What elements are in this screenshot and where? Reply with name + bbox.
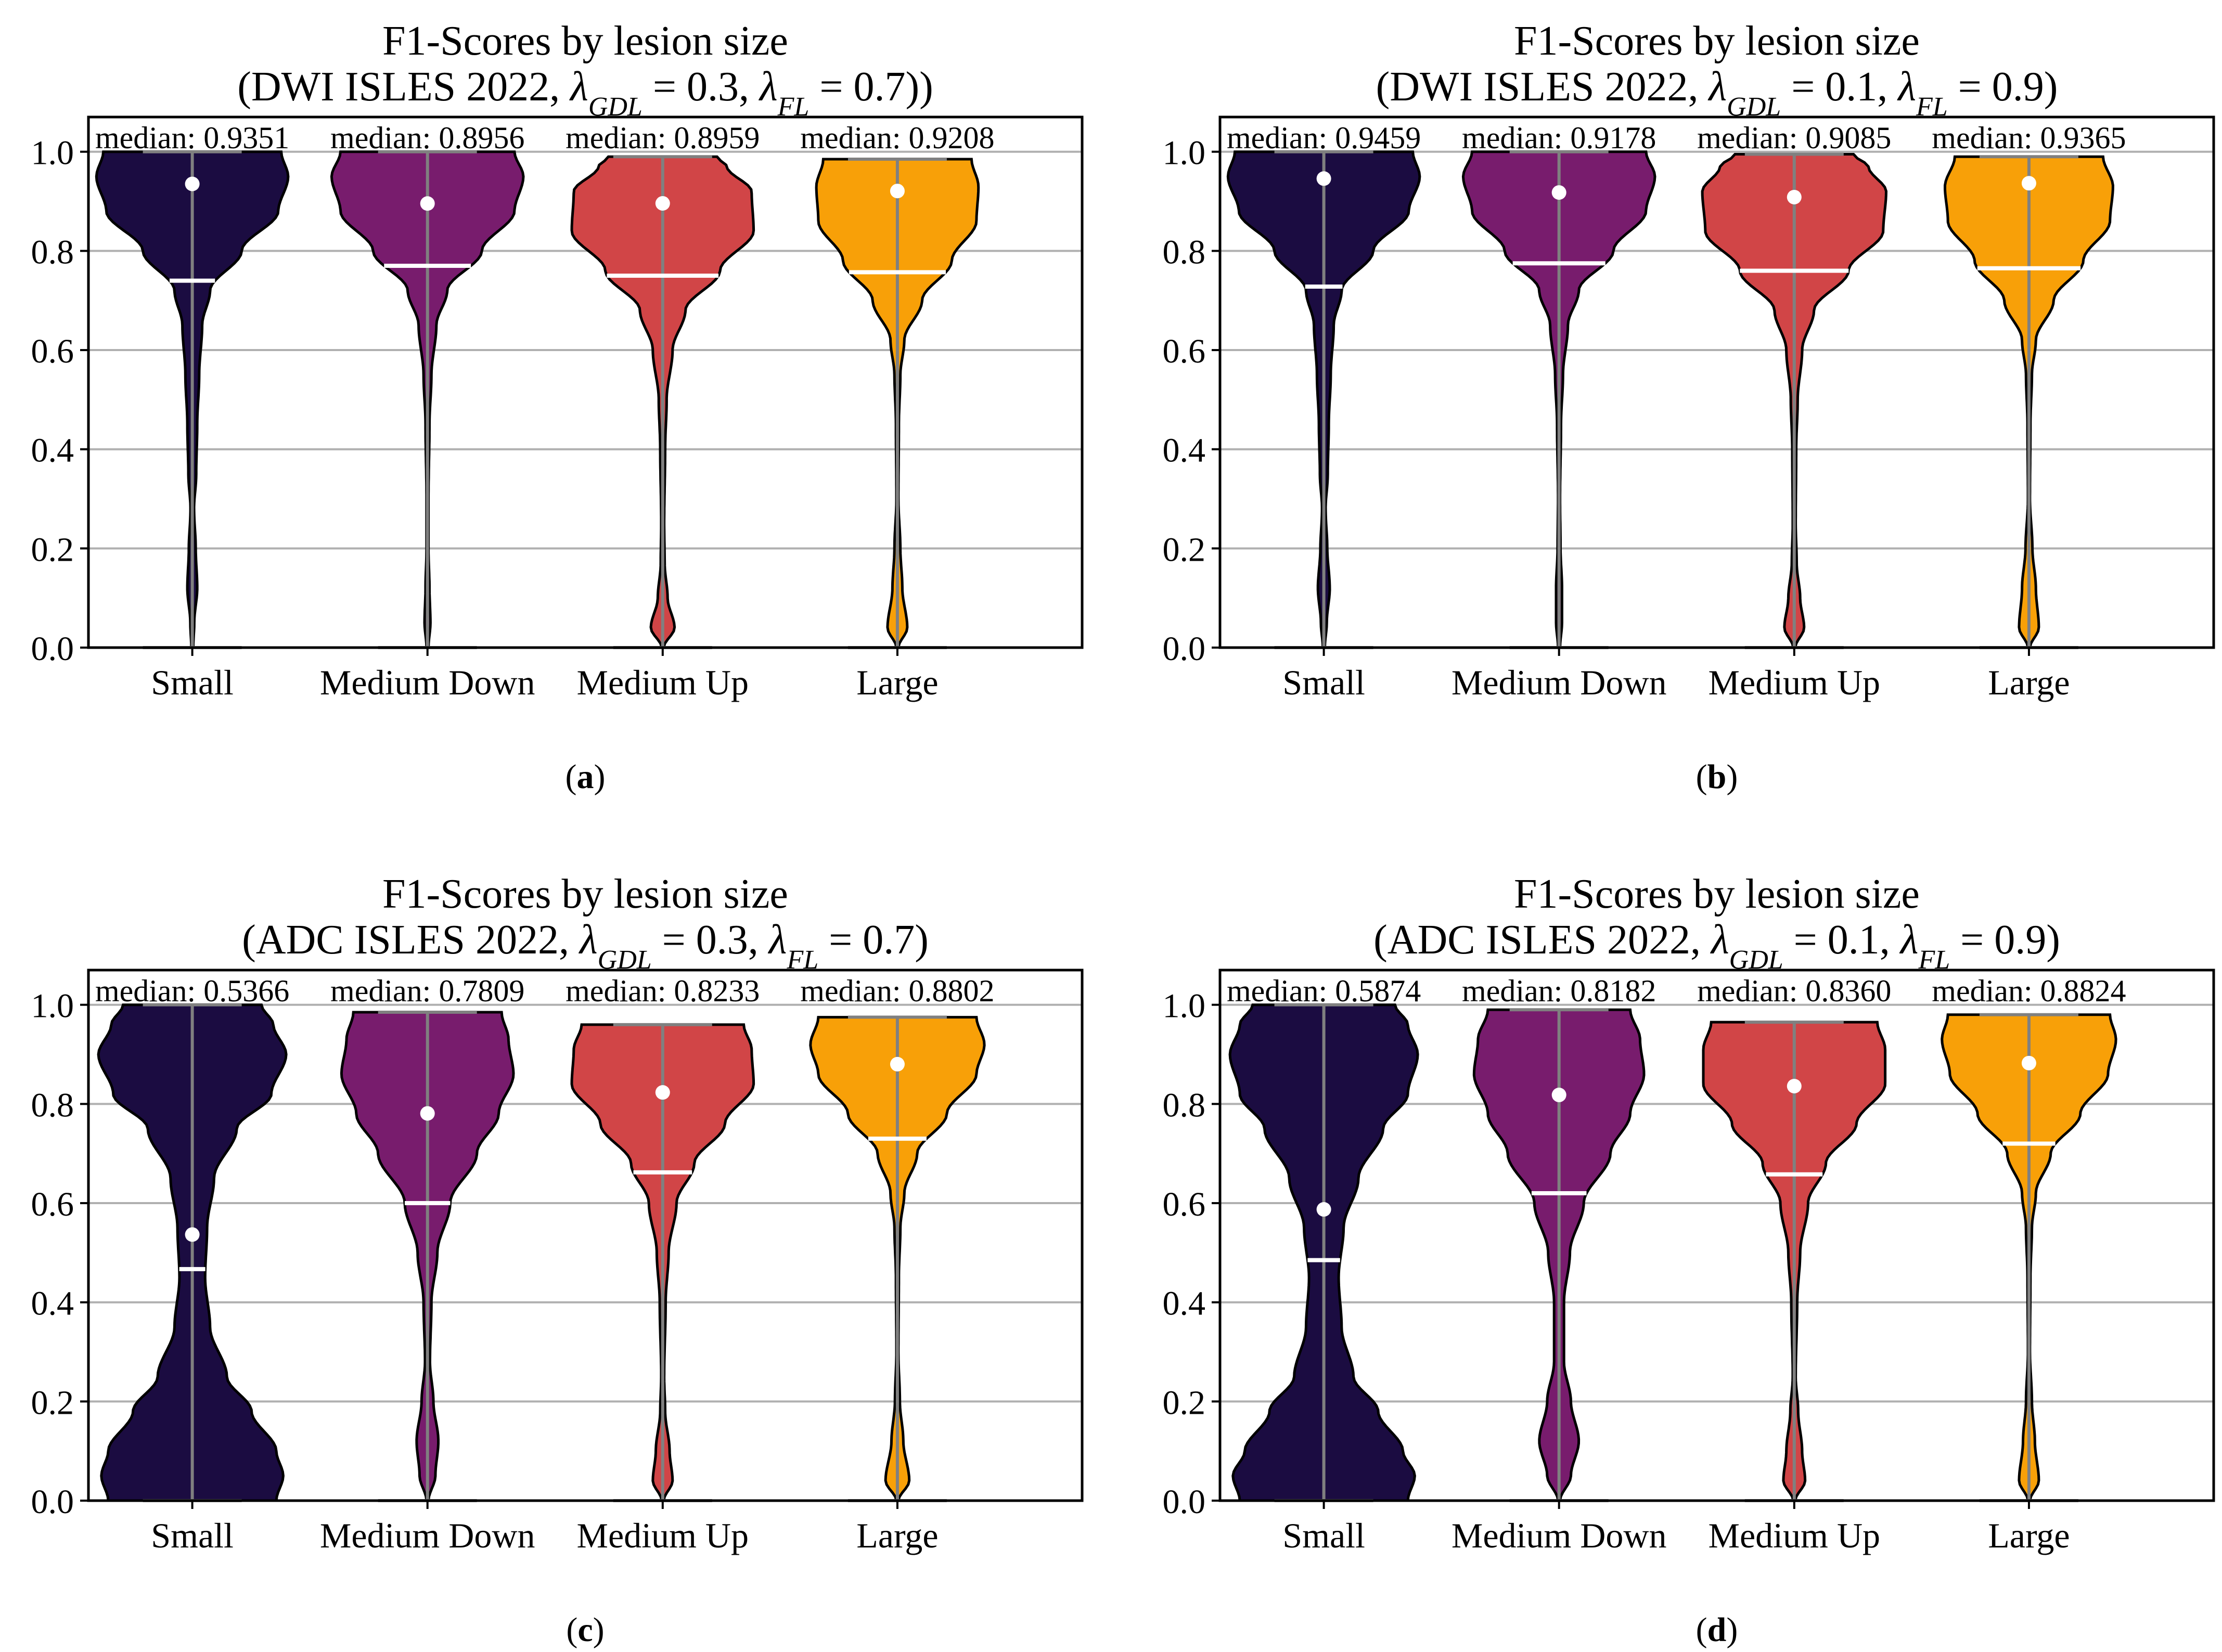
y-tick-label: 1.0: [31, 987, 74, 1025]
median-label: median: 0.9351: [95, 121, 289, 155]
y-tick-label: 0.2: [1163, 531, 1206, 569]
median-label: median: 0.8956: [330, 121, 524, 155]
violin-median-point: [1787, 189, 1802, 204]
y-tick-label: 0.0: [31, 1483, 74, 1521]
y-tick-label: 0.8: [1163, 233, 1206, 271]
x-tick-label: Small: [151, 1516, 234, 1555]
panel-label: (d): [1696, 1611, 1738, 1649]
violin-median-point: [420, 1106, 435, 1121]
axes-frame: [1218, 115, 2215, 649]
violin-median-point: [185, 176, 200, 191]
median-label: median: 0.9178: [1462, 121, 1656, 155]
y-tick-label: 0.4: [1163, 1285, 1206, 1323]
chart-panel: F1-Scores by lesion size(DWI ISLES 2022,…: [31, 18, 1084, 796]
violin-median-point: [890, 184, 905, 199]
median-label: median: 0.9459: [1227, 121, 1421, 155]
violin-median-point: [185, 1227, 200, 1242]
violin-median-point: [655, 1085, 670, 1100]
y-tick-label: 0.4: [31, 432, 74, 470]
y-tick-label: 0.6: [31, 332, 74, 370]
y-tick-label: 0.8: [1163, 1086, 1206, 1124]
y-tick-label: 0.8: [31, 233, 74, 271]
median-label: median: 0.8182: [1462, 974, 1656, 1008]
chart-title: F1-Scores by lesion size: [1514, 18, 1920, 64]
x-tick-label: Medium Up: [1709, 1516, 1881, 1555]
x-tick-label: Large: [856, 1516, 938, 1555]
chart-subtitle: (DWI ISLES 2022, λGDL = 0.3, λFL = 0.7)): [237, 64, 933, 122]
median-label: median: 0.8360: [1697, 974, 1891, 1008]
y-tick-label: 0.6: [31, 1185, 74, 1223]
median-label: median: 0.7809: [330, 974, 524, 1008]
median-label: median: 0.8233: [566, 974, 760, 1008]
chart-panel: F1-Scores by lesion size(ADC ISLES 2022,…: [1163, 871, 2215, 1649]
median-label: median: 0.8802: [800, 974, 994, 1008]
median-label: median: 0.5874: [1227, 974, 1421, 1008]
x-tick-label: Large: [1988, 663, 2070, 702]
y-tick-label: 1.0: [1163, 134, 1206, 172]
chart-title: F1-Scores by lesion size: [1514, 871, 1920, 917]
panel-label: (b): [1696, 758, 1738, 796]
chart-subtitle: (ADC ISLES 2022, λGDL = 0.3, λFL = 0.7): [242, 917, 929, 975]
y-tick-label: 0.2: [1163, 1384, 1206, 1422]
chart-panel: F1-Scores by lesion size(DWI ISLES 2022,…: [1163, 18, 2215, 796]
median-label: median: 0.5366: [95, 974, 289, 1008]
x-tick-label: Medium Down: [320, 663, 535, 702]
y-tick-label: 0.2: [31, 531, 74, 569]
x-tick-label: Medium Up: [1709, 663, 1881, 702]
panel-label: (c): [566, 1611, 604, 1649]
y-tick-label: 0.6: [1163, 1185, 1206, 1223]
y-tick-label: 1.0: [1163, 987, 1206, 1025]
y-tick-label: 0.8: [31, 1086, 74, 1124]
x-tick-label: Medium Down: [1452, 1516, 1667, 1555]
y-tick-label: 0.0: [1163, 1483, 1206, 1521]
violin-median-point: [1316, 171, 1331, 186]
y-tick-label: 0.4: [31, 1285, 74, 1323]
chart-title: F1-Scores by lesion size: [382, 18, 788, 64]
x-tick-label: Medium Up: [577, 663, 749, 702]
axes-frame: [87, 969, 1084, 1502]
violin-median-point: [890, 1056, 905, 1072]
violin-median-point: [2021, 1055, 2036, 1070]
violin-median-point: [1316, 1202, 1331, 1217]
median-label: median: 0.9085: [1697, 121, 1891, 155]
y-tick-label: 1.0: [31, 134, 74, 172]
violin-median-point: [1551, 1088, 1566, 1103]
axes-frame: [87, 115, 1084, 649]
x-tick-label: Small: [1282, 1516, 1365, 1555]
y-tick-label: 0.4: [1163, 432, 1206, 470]
chart-title: F1-Scores by lesion size: [382, 871, 788, 917]
x-tick-label: Small: [1282, 663, 1365, 702]
x-tick-label: Medium Down: [320, 1516, 535, 1555]
x-tick-label: Large: [856, 663, 938, 702]
x-tick-label: Medium Down: [1452, 663, 1667, 702]
panel-label: (a): [566, 758, 606, 796]
violin-median-point: [2021, 176, 2036, 191]
median-label: median: 0.9208: [800, 121, 994, 155]
y-tick-label: 0.6: [1163, 332, 1206, 370]
median-label: median: 0.8959: [566, 121, 760, 155]
y-tick-label: 0.0: [1163, 630, 1206, 668]
axes-frame: [1218, 969, 2215, 1502]
violin-median-point: [420, 196, 435, 211]
violin-median-point: [1551, 185, 1566, 200]
median-label: median: 0.9365: [1932, 121, 2126, 155]
violin-median-point: [1787, 1079, 1802, 1094]
x-tick-label: Medium Up: [577, 1516, 749, 1555]
y-tick-label: 0.0: [31, 630, 74, 668]
violin-median-point: [655, 196, 670, 211]
chart-panel: F1-Scores by lesion size(ADC ISLES 2022,…: [31, 871, 1084, 1649]
x-tick-label: Small: [151, 663, 234, 702]
median-label: median: 0.8824: [1932, 974, 2126, 1008]
y-tick-label: 0.2: [31, 1384, 74, 1422]
x-tick-label: Large: [1988, 1516, 2070, 1555]
